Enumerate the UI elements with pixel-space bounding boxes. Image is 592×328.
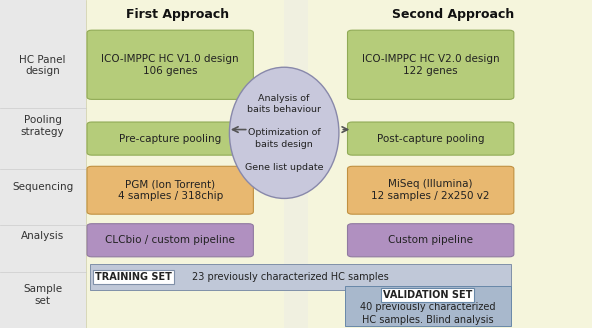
Text: Sequencing: Sequencing (12, 182, 73, 192)
Text: Analysis: Analysis (21, 231, 65, 241)
FancyBboxPatch shape (87, 166, 253, 214)
Ellipse shape (229, 67, 339, 198)
FancyBboxPatch shape (87, 122, 253, 155)
FancyBboxPatch shape (348, 224, 514, 257)
Text: HC Panel
design: HC Panel design (20, 55, 66, 76)
FancyBboxPatch shape (345, 286, 511, 326)
FancyBboxPatch shape (348, 30, 514, 99)
Text: Post-capture pooling: Post-capture pooling (377, 133, 484, 144)
Text: PGM (Ion Torrent)
4 samples / 318chip: PGM (Ion Torrent) 4 samples / 318chip (118, 179, 223, 201)
Text: First Approach: First Approach (126, 8, 229, 21)
Text: Second Approach: Second Approach (392, 8, 514, 21)
Text: 40 previously characterized
HC samples. Blind analysis: 40 previously characterized HC samples. … (360, 302, 496, 325)
FancyBboxPatch shape (308, 0, 592, 328)
FancyBboxPatch shape (348, 166, 514, 214)
Text: Analysis of
baits behaviour

Optimization of
baits design

Gene list update: Analysis of baits behaviour Optimization… (245, 94, 323, 172)
FancyBboxPatch shape (87, 224, 253, 257)
Text: MiSeq (Illumina)
12 samples / 2x250 v2: MiSeq (Illumina) 12 samples / 2x250 v2 (371, 179, 490, 201)
Text: 23 previously characterized HC samples: 23 previously characterized HC samples (192, 272, 389, 282)
Text: Sample
set: Sample set (23, 284, 62, 306)
Text: VALIDATION SET: VALIDATION SET (383, 290, 472, 300)
Text: Custom pipeline: Custom pipeline (388, 235, 473, 245)
FancyBboxPatch shape (86, 0, 284, 328)
Text: TRAINING SET: TRAINING SET (95, 272, 172, 282)
Text: ICO-IMPPC HC V1.0 design
106 genes: ICO-IMPPC HC V1.0 design 106 genes (101, 54, 239, 75)
FancyBboxPatch shape (348, 122, 514, 155)
FancyBboxPatch shape (90, 264, 511, 290)
FancyBboxPatch shape (0, 0, 86, 328)
Text: Pooling
strategy: Pooling strategy (21, 115, 65, 137)
Text: Pre-capture pooling: Pre-capture pooling (119, 133, 221, 144)
Text: CLCbio / custom pipeline: CLCbio / custom pipeline (105, 235, 235, 245)
Text: ICO-IMPPC HC V2.0 design
122 genes: ICO-IMPPC HC V2.0 design 122 genes (362, 54, 500, 75)
FancyBboxPatch shape (87, 30, 253, 99)
